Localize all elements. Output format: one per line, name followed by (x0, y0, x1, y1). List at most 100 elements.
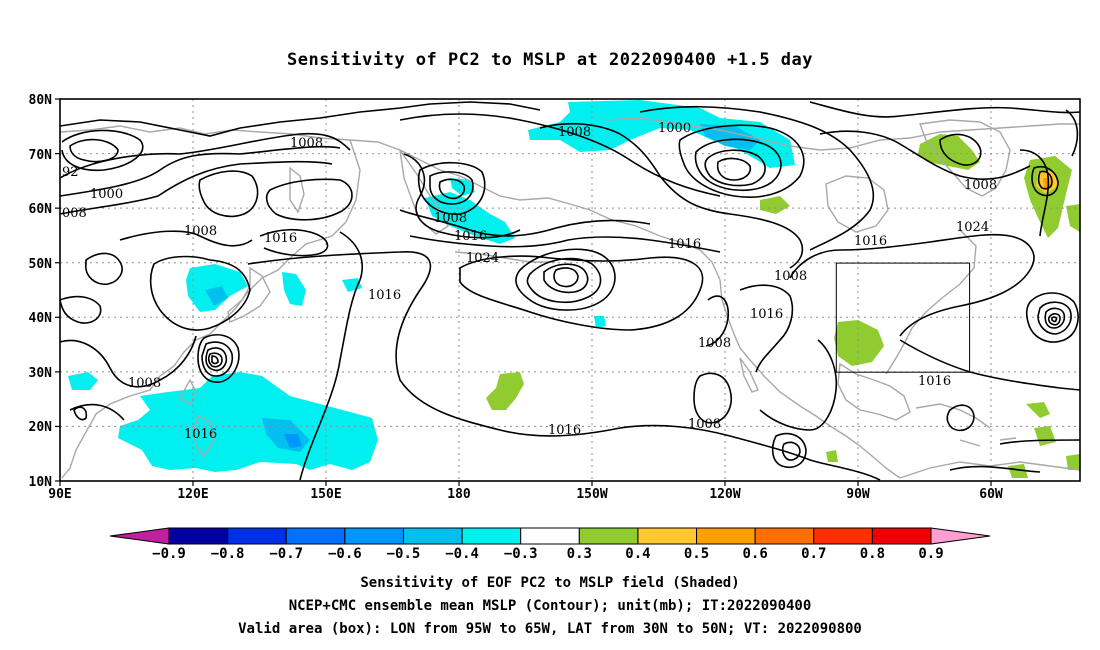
lat-label: 20N (29, 420, 53, 435)
colorbar-cell (285, 527, 346, 545)
contour-line (819, 130, 1031, 180)
coast-japan (227, 266, 271, 323)
shade-neg-philippine-core (284, 434, 302, 448)
colorbar-label: −0.8 (211, 546, 245, 562)
contour-label: 1008 (558, 125, 591, 140)
coast-alaska (569, 203, 723, 301)
contour-line (1031, 166, 1059, 197)
contour-line (459, 255, 704, 331)
contour-line (198, 170, 259, 218)
caption-shading: Sensitivity of EOF PC2 to MSLP field (Sh… (360, 575, 740, 591)
contour-line (539, 122, 804, 269)
contour-line (399, 209, 651, 237)
contour-label: 1016 (668, 237, 701, 252)
lat-label: 60N (29, 202, 53, 217)
shade-neg-north-pacific (528, 100, 795, 168)
contour-line (619, 424, 881, 481)
lon-label: 60W (979, 487, 1003, 502)
colorbar-cell (696, 527, 756, 545)
colorbar-label: 0.6 (743, 546, 768, 562)
caption-contour: NCEP+CMC ensemble mean MSLP (Contour); u… (288, 598, 812, 614)
shade-neg-north-pacific-inner (700, 124, 760, 150)
coast-aleutians (454, 251, 555, 263)
coast-taiwan-phil (179, 378, 215, 458)
contour-line (409, 235, 721, 253)
contour-line (403, 153, 521, 239)
colorbar-cell (168, 527, 229, 545)
contour-label: 1008 (688, 417, 721, 432)
contour-line (639, 105, 875, 251)
colorbar-high-arrow (930, 527, 991, 545)
contour-line (939, 133, 982, 166)
lat-label: 50N (29, 257, 53, 272)
contour-line (1047, 313, 1061, 326)
contour-line (60, 335, 197, 388)
contour-label: 1016 (750, 307, 783, 322)
colorbar-label: 0.4 (625, 546, 650, 562)
contour-label: 1008 (290, 136, 323, 151)
contour-label: 1008 (964, 178, 997, 193)
shade-pos-atlantic-north (1024, 156, 1072, 238)
contour-line (1044, 307, 1066, 329)
coast-hudson (825, 175, 889, 233)
contour-line (201, 341, 234, 377)
shade-neg-philippine-sea (118, 372, 378, 472)
contour-line (119, 230, 253, 247)
contour-line (716, 157, 752, 181)
coast-south-america (899, 461, 1080, 479)
coast-sakhalin (289, 166, 305, 214)
colorbar-label: −0.9 (152, 546, 186, 562)
colorbar-cell (754, 527, 815, 545)
contour-label: 1016 (368, 288, 401, 303)
contour-line (85, 252, 123, 286)
lon-label: 150W (576, 487, 607, 502)
contour-line (60, 132, 351, 179)
colorbar-cell (520, 527, 580, 545)
contour-line (247, 251, 621, 437)
contour-line (771, 432, 807, 468)
coast-greenland (919, 119, 1011, 197)
colorbar-label: 0.5 (684, 546, 709, 562)
caption-valid-area: Valid area (box): LON from 95W to 65W, L… (238, 621, 862, 637)
lat-label: 70N (29, 148, 53, 163)
contour-line (60, 160, 333, 215)
colorbar-label: −0.4 (445, 546, 479, 562)
contour-line (789, 233, 1035, 337)
lon-label: 90W (846, 487, 870, 502)
coast-north-america (605, 117, 1080, 151)
contour-line (739, 284, 794, 373)
contour-label: 1024 (466, 251, 499, 266)
contour-line (704, 149, 766, 187)
lat-label: 80N (29, 93, 53, 108)
shade-pos-gulf (834, 320, 884, 366)
lon-label: 120W (709, 487, 740, 502)
colorbar-cell (461, 527, 522, 545)
contour-line (197, 334, 240, 383)
colorbar-cell (637, 527, 698, 545)
contour-line (1051, 316, 1058, 323)
map-title: Sensitivity of PC2 to MSLP at 2022090400… (286, 50, 813, 70)
contour-line (265, 178, 353, 221)
colorbar-label: −0.3 (504, 546, 538, 562)
shade-neg-mid-pacific (342, 278, 362, 292)
coast-baja (739, 357, 759, 393)
shade-pos-greenland (918, 134, 980, 170)
contour-line (678, 124, 805, 198)
contour-line (693, 372, 732, 424)
coast-na-west (721, 299, 901, 479)
contour-label: 1000 (90, 187, 123, 202)
colorbar-label: 0.3 (567, 546, 592, 562)
colorbar-label: 0.9 (918, 546, 943, 562)
contour-label: 1016 (854, 234, 887, 249)
contour-line (553, 267, 579, 288)
contour-label: 1016 (548, 423, 581, 438)
contour-line (417, 161, 486, 215)
contour-label: 1008 (184, 224, 217, 239)
colorbar-label: 0.8 (860, 546, 885, 562)
contour-label: 1008 (774, 269, 807, 284)
shade-pos-labrador (760, 196, 790, 214)
contour-line (69, 403, 125, 421)
lon-label: 150E (310, 487, 341, 502)
colorbar-low-arrow (109, 527, 170, 545)
